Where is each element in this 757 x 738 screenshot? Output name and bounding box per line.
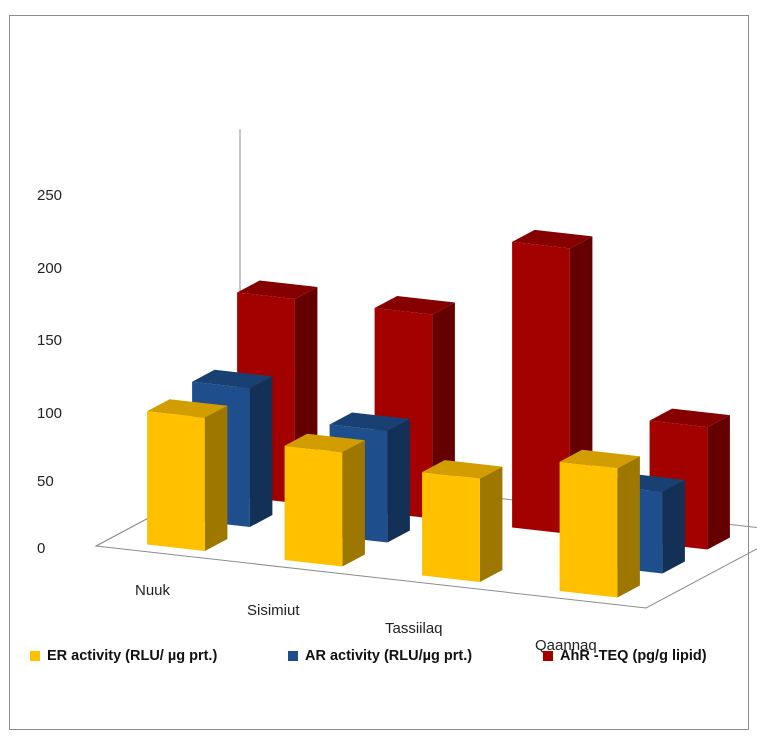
legend-label-ar: AR activity (RLU/µg prt.) (305, 648, 473, 664)
y-tick-label-250: 250 (37, 187, 62, 204)
bar-top-face (192, 369, 273, 389)
bar-front-face (284, 445, 343, 567)
bar-side-face (249, 376, 273, 527)
bar-top-face (559, 449, 640, 469)
y-tick-label-200: 200 (37, 260, 62, 277)
bar-er-sisimiut (284, 433, 365, 567)
legend-item-ar: AR activity (RLU/µg prt.) (288, 648, 472, 664)
chart-legend: ER activity (RLU/ µg prt.) AR activity (… (30, 648, 750, 672)
y-tick-label-100: 100 (37, 405, 62, 422)
legend-label-er: ER activity (RLU/ µg prt.) (47, 648, 218, 664)
x-category-label-nuuk: Nuuk (135, 582, 171, 599)
x-category-label-tassiilaq: Tassiilaq (385, 620, 443, 637)
bar-top-face (284, 433, 365, 453)
x-category-label-qaannaq: Qaannaq (535, 637, 597, 654)
x-category-label-sisimiut: Sisimiut (247, 602, 300, 619)
bar-top-face (649, 408, 730, 428)
bar-top-face (422, 460, 503, 479)
y-tick-label-150: 150 (37, 332, 62, 349)
bar-top-face (147, 399, 228, 418)
bar-top-face (512, 229, 593, 249)
bar-er-qaannaq (559, 449, 640, 598)
legend-swatch-er (30, 651, 40, 661)
y-tick-label-0: 0 (37, 540, 45, 557)
bar-side-face (617, 456, 640, 598)
legend-label-ahr: AhR -TEQ (pg/g lipid) (560, 648, 707, 664)
bar-top-face (329, 412, 410, 431)
y-tick-label-50: 50 (37, 473, 54, 490)
bar-side-face (479, 466, 503, 582)
bar-side-face (707, 415, 730, 550)
bar-top-face (237, 280, 318, 299)
legend-swatch-ahr (543, 651, 553, 661)
bar-er-tassiilaq (422, 460, 503, 582)
legend-swatch-ar (288, 651, 298, 661)
bar-front-face (559, 461, 618, 598)
bar-side-face (204, 405, 228, 551)
bar-front-face (512, 241, 570, 534)
bar-front-face (147, 411, 205, 551)
legend-item-er: ER activity (RLU/ µg prt.) (30, 648, 217, 664)
bar-side-face (662, 479, 685, 574)
legend-item-ahr: AhR -TEQ (pg/g lipid) (543, 648, 707, 664)
bar-front-face (422, 472, 480, 582)
bar-side-face (342, 440, 365, 567)
bar-er-nuuk (147, 399, 228, 551)
bar-top-face (374, 296, 455, 315)
bar-side-face (387, 419, 410, 543)
